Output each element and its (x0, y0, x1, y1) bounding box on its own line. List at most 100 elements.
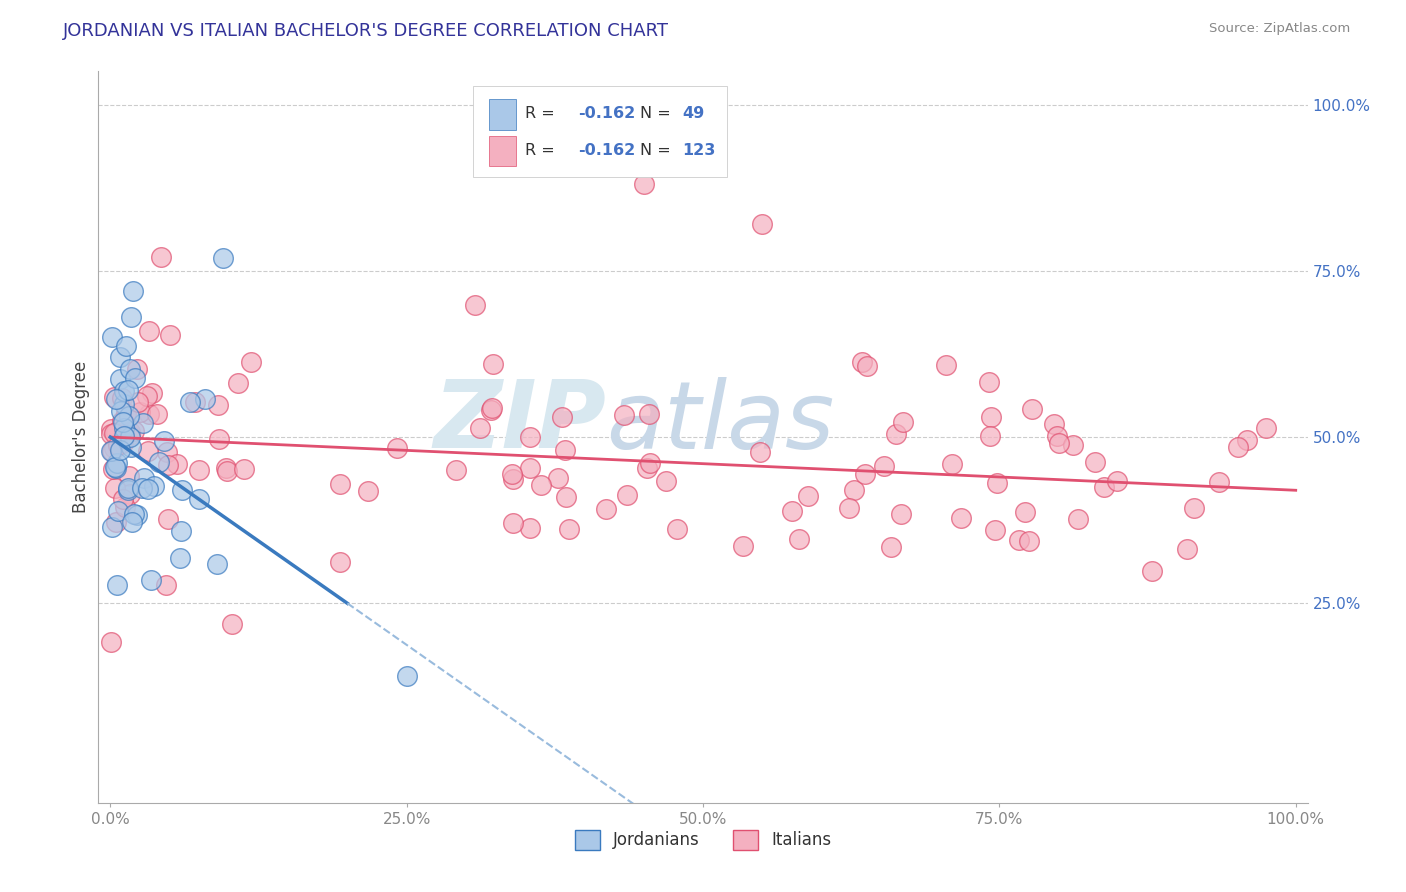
Point (114, 397, 136, 411)
Point (891, 415, 914, 429)
Point (122, 424, 145, 438)
Point (638, 456, 661, 470)
Point (884, 426, 907, 441)
Point (153, 434, 176, 449)
Point (101, 520, 124, 534)
Point (395, 669, 418, 683)
Point (550, 410, 572, 425)
Point (100, 422, 122, 436)
Text: R =: R = (526, 106, 560, 121)
Point (117, 383, 139, 397)
Point (111, 435, 134, 450)
Point (136, 483, 159, 497)
Point (221, 616, 243, 631)
Point (1062, 438, 1084, 452)
Point (118, 425, 141, 439)
Point (329, 555, 352, 569)
Point (111, 492, 134, 507)
Text: ZIP: ZIP (433, 376, 606, 468)
Point (519, 461, 541, 475)
Point (114, 500, 136, 514)
Point (136, 444, 159, 458)
Point (501, 467, 523, 482)
Point (110, 391, 132, 405)
Point (141, 573, 163, 587)
Bar (489, 136, 516, 167)
Point (890, 508, 912, 522)
Point (941, 457, 963, 471)
Point (105, 515, 128, 529)
Point (554, 442, 576, 457)
Point (136, 388, 159, 402)
Point (482, 357, 505, 371)
Point (100, 426, 122, 441)
Point (1236, 433, 1258, 447)
Point (194, 392, 217, 407)
Point (555, 490, 578, 504)
Point (1254, 421, 1277, 435)
Point (502, 473, 524, 487)
Point (166, 457, 188, 471)
Point (519, 521, 541, 535)
Point (141, 385, 163, 400)
Point (112, 420, 135, 434)
Legend: Jordanians, Italians: Jordanians, Italians (568, 823, 838, 856)
Point (1208, 475, 1230, 489)
Point (357, 484, 380, 499)
Point (731, 540, 754, 554)
Point (1067, 512, 1090, 526)
Point (103, 460, 125, 475)
Point (146, 407, 169, 421)
Point (118, 428, 141, 442)
Point (638, 407, 661, 421)
Point (118, 409, 141, 424)
Point (127, 508, 149, 523)
Point (138, 324, 160, 338)
Text: N =: N = (640, 143, 676, 158)
Point (115, 406, 138, 420)
Point (117, 482, 139, 496)
Point (751, 217, 773, 231)
Point (104, 481, 127, 495)
Point (156, 445, 179, 459)
Point (787, 533, 810, 547)
Point (530, 478, 553, 492)
Point (105, 578, 128, 592)
Point (616, 488, 638, 502)
Point (117, 483, 139, 497)
Point (481, 401, 503, 415)
Point (856, 359, 879, 373)
Text: -0.162: -0.162 (578, 143, 636, 158)
Text: atlas: atlas (606, 377, 835, 468)
Y-axis label: Bachelor's Degree: Bachelor's Degree (72, 361, 90, 513)
Point (103, 426, 125, 441)
Point (142, 479, 165, 493)
Point (986, 476, 1008, 491)
Point (880, 540, 903, 554)
Point (170, 483, 193, 498)
Point (1175, 542, 1198, 557)
Point (633, 178, 655, 192)
Point (101, 330, 124, 344)
Text: 123: 123 (682, 143, 716, 158)
Point (101, 462, 124, 476)
Point (120, 362, 142, 376)
Point (132, 471, 155, 485)
Point (1092, 480, 1115, 494)
Point (122, 508, 145, 522)
Point (977, 376, 1000, 390)
Point (557, 522, 579, 536)
Point (118, 468, 141, 483)
Point (226, 376, 249, 391)
Point (122, 284, 145, 298)
Point (127, 362, 149, 376)
Point (138, 407, 160, 421)
Point (212, 251, 235, 265)
Point (115, 339, 138, 353)
Point (110, 404, 132, 418)
Point (132, 416, 155, 430)
Point (1043, 417, 1066, 431)
Point (170, 524, 193, 538)
Text: -0.162: -0.162 (578, 106, 636, 121)
Point (127, 395, 149, 409)
